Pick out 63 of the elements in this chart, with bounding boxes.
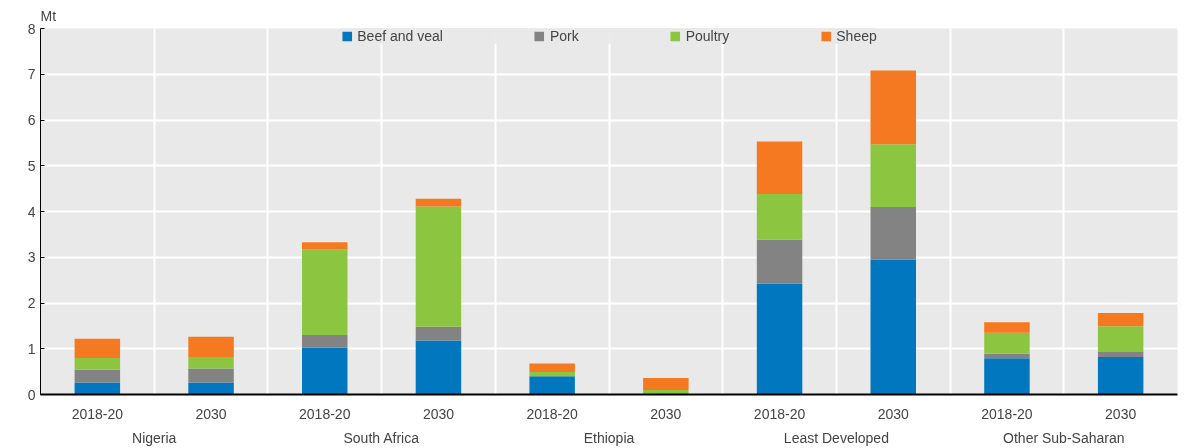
y-tick-label: 6	[27, 112, 36, 128]
bar	[984, 358, 1030, 395]
bar	[415, 340, 462, 395]
bar	[74, 357, 121, 370]
bar	[529, 376, 575, 395]
text: Ethiopia	[583, 429, 635, 446]
y-tick-label: 5	[27, 157, 36, 174]
legend-label: Sheep	[836, 28, 877, 44]
y-tick-label: 0	[27, 386, 36, 403]
bar	[984, 332, 1030, 354]
bar	[529, 372, 575, 377]
x-tick-label: 2018-20	[299, 405, 351, 422]
text: South Africa	[343, 429, 420, 446]
legend-label: Beef and veal	[357, 28, 443, 44]
bar	[1097, 313, 1144, 327]
bar	[302, 249, 348, 336]
x-tick-label: 2030	[1105, 405, 1137, 422]
y-tick-label: 8	[27, 20, 36, 37]
bar	[188, 382, 234, 395]
bar	[984, 322, 1030, 333]
legend-label: Pork	[549, 28, 579, 44]
y-tick-label: 1	[27, 340, 36, 357]
text: Nigeria	[132, 429, 177, 446]
legend-label: Poultry	[685, 28, 730, 44]
x-tick-label: 2030	[877, 405, 910, 422]
text: Least Developed	[783, 429, 889, 446]
y-tick-label: 3	[27, 249, 36, 266]
bar	[74, 369, 121, 383]
x-tick-label: 2018-20	[71, 405, 124, 422]
bar	[74, 338, 121, 358]
bar	[188, 336, 234, 357]
x-tick-label: 2030	[195, 405, 227, 422]
bar	[1097, 351, 1144, 357]
y-axis-title: Mt	[40, 7, 57, 24]
bar	[415, 206, 462, 327]
bar	[188, 356, 234, 369]
text: Other Sub-Saharan	[1003, 429, 1125, 446]
x-tick-label: 2030	[422, 405, 455, 422]
bar	[415, 326, 462, 341]
bar	[756, 239, 803, 284]
bar	[756, 283, 803, 395]
bar	[1097, 356, 1144, 395]
x-tick-label: 2030	[650, 405, 682, 422]
y-tick-label: 4	[27, 203, 36, 220]
bar	[756, 194, 803, 240]
bar	[870, 144, 916, 207]
y-tick-label: 7	[27, 66, 36, 83]
y-tick-label: 2	[27, 295, 36, 311]
bar	[870, 259, 916, 395]
x-tick-label: 2018-20	[753, 405, 806, 422]
bar	[302, 335, 348, 348]
x-tick-label: 2018-20	[981, 405, 1033, 422]
bar	[870, 206, 916, 260]
bar	[870, 70, 916, 145]
bar	[302, 347, 348, 395]
bar	[529, 363, 575, 373]
bar	[188, 368, 234, 383]
bar	[643, 378, 689, 390]
x-tick-label: 2018-20	[526, 405, 579, 422]
bar	[302, 242, 348, 250]
bar	[1097, 326, 1144, 352]
bar	[74, 382, 121, 395]
bar	[756, 141, 803, 195]
